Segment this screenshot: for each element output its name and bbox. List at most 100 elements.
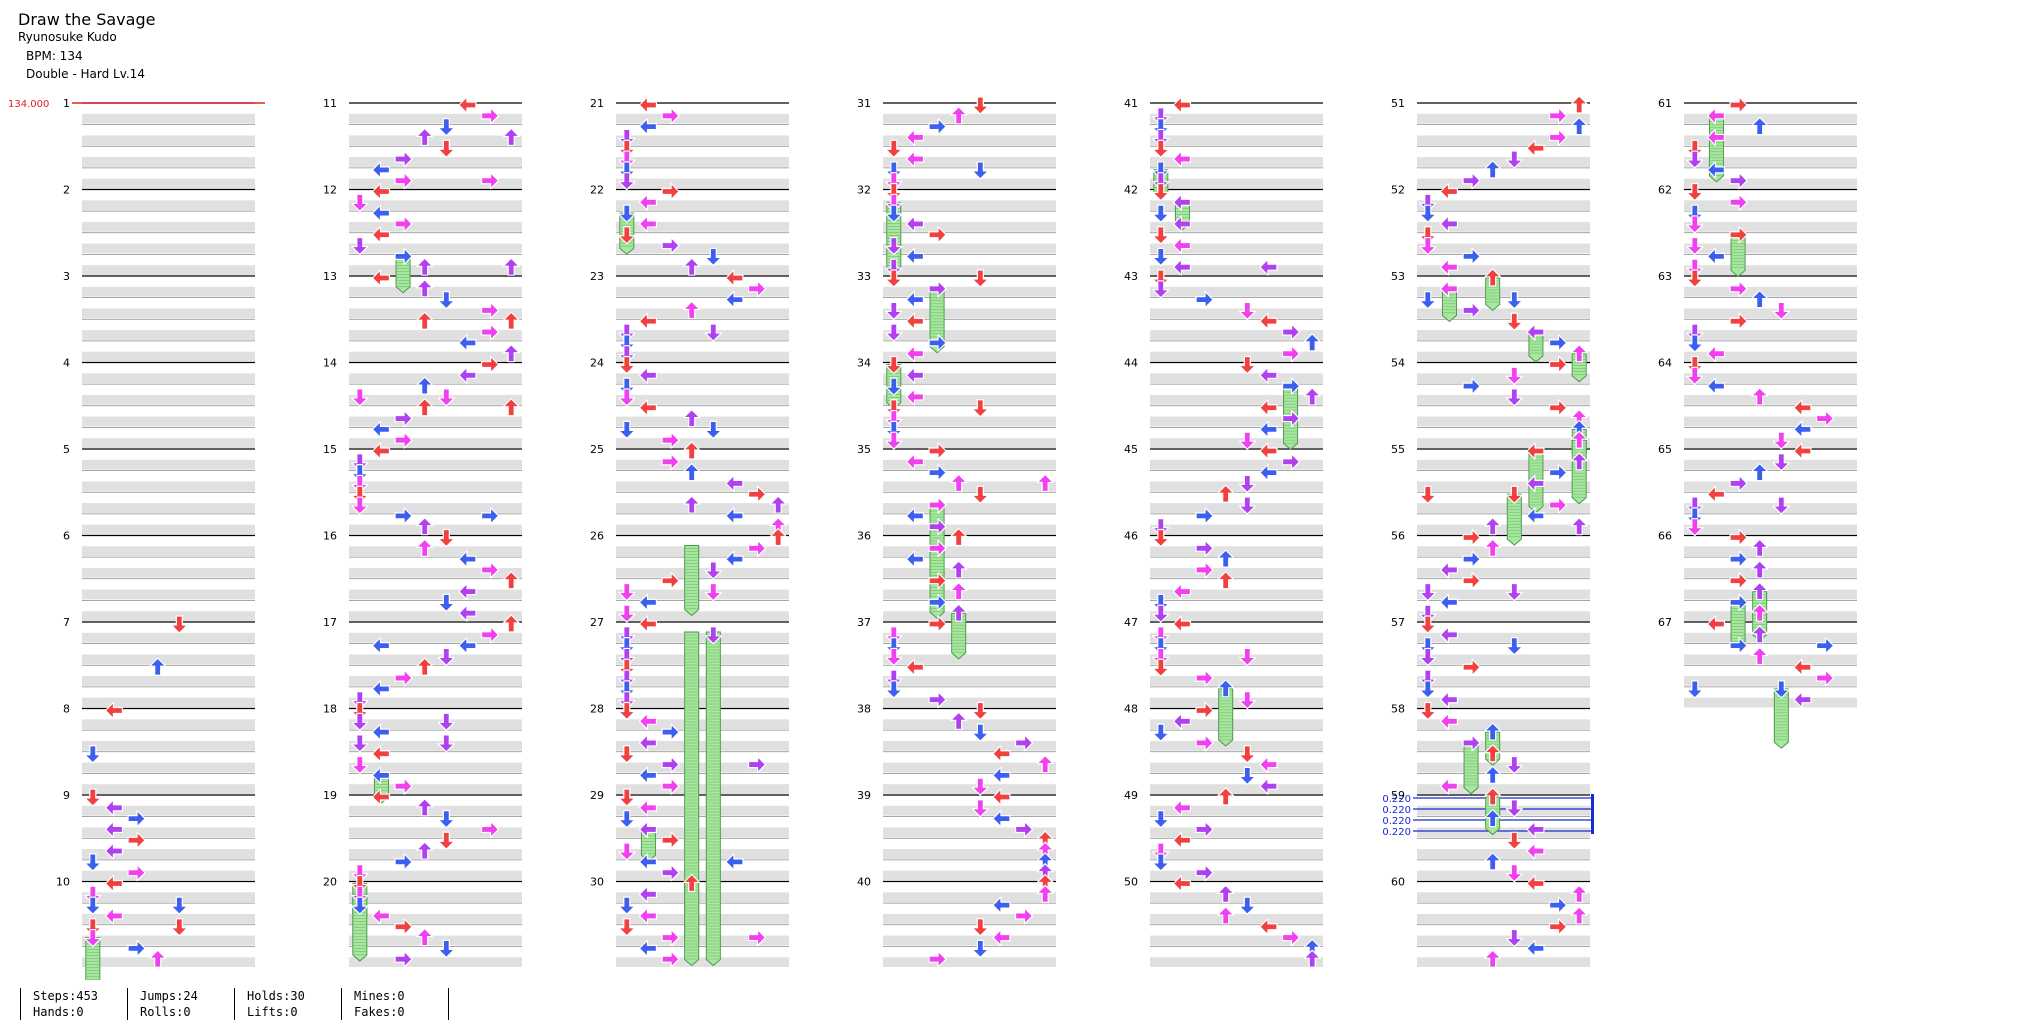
arrow-shape: [1439, 691, 1459, 709]
measure-number: 51: [1391, 97, 1405, 110]
step-arrow: [661, 928, 680, 947]
arrow-shape: [1238, 691, 1256, 710]
arrow-shape: [1152, 161, 1170, 180]
step-arrow: [971, 777, 989, 796]
step-arrow: [371, 680, 391, 698]
arrow-shape: [371, 226, 391, 244]
step-arrow: [1526, 874, 1545, 893]
beat-band: [1417, 957, 1590, 967]
beat-band: [349, 719, 522, 730]
arrow-shape: [1751, 625, 1769, 644]
beat-band: [616, 957, 789, 967]
step-arrow: [992, 810, 1011, 828]
measure: 51: [1391, 97, 1590, 189]
step-arrow: [1793, 658, 1812, 676]
beat-band: [1684, 113, 1857, 124]
arrow-shape: [1686, 680, 1704, 699]
step-arrow: [971, 939, 989, 958]
step-arrow: [638, 366, 658, 384]
beat-band: [1150, 351, 1323, 362]
arrow-shape: [885, 626, 903, 645]
measure-number: 58: [1391, 703, 1405, 716]
arrow-shape: [1772, 680, 1790, 699]
arrow-shape: [885, 637, 903, 656]
beat-band: [82, 373, 255, 384]
arrow-shape: [971, 485, 989, 504]
measure: 47: [1124, 616, 1323, 708]
step-arrow: [437, 831, 455, 850]
step-arrow: [747, 280, 767, 298]
arrow-shape: [1439, 593, 1459, 611]
beat-band: [883, 178, 1056, 189]
arrow-shape: [416, 798, 434, 817]
arrow-shape: [1686, 518, 1704, 537]
step-arrow: [127, 939, 146, 957]
step-arrow: [394, 172, 413, 190]
beat-band: [82, 676, 255, 686]
measure-number: 13: [323, 270, 337, 283]
step-arrow: [458, 96, 477, 114]
hold-note: [684, 631, 700, 967]
arrow-shape: [1419, 647, 1437, 667]
step-arrow: [1484, 809, 1502, 828]
arrow-shape: [1172, 831, 1192, 849]
beat-band: [1150, 438, 1323, 448]
step-arrow: [928, 615, 947, 633]
beat-band: [883, 113, 1056, 124]
arrow-shape: [885, 172, 903, 191]
arrow-shape: [1439, 182, 1459, 201]
measure-number: 56: [1391, 530, 1405, 543]
measure-number: 44: [1124, 357, 1138, 370]
arrow-shape: [885, 139, 903, 158]
arrow-shape: [394, 150, 413, 168]
arrow-shape: [1793, 399, 1812, 417]
arrow-shape: [502, 311, 520, 330]
beat-band: [883, 849, 1056, 859]
arrow-shape: [416, 376, 434, 395]
arrow-shape: [905, 128, 925, 147]
measure-number: 62: [1658, 184, 1672, 197]
beat-band: [1684, 654, 1857, 665]
arrow-shape: [1152, 226, 1170, 245]
arrow-shape: [1484, 949, 1502, 968]
beat-band: [1684, 135, 1857, 146]
step-arrow: [416, 927, 434, 947]
arrow-shape: [104, 842, 124, 860]
arrow-shape: [905, 291, 925, 309]
arrow-shape: [1217, 549, 1235, 568]
arrow-shape: [1172, 236, 1192, 255]
arrow-shape: [416, 257, 434, 276]
arrow-shape: [618, 161, 636, 180]
step-arrow: [683, 441, 701, 460]
arrow-shape: [1152, 107, 1170, 126]
measure-number: 18: [323, 703, 337, 716]
arrow-shape: [1172, 712, 1192, 730]
measure-number: 43: [1124, 270, 1138, 283]
step-arrow: [1751, 646, 1769, 666]
arrow-shape: [950, 473, 968, 493]
step-arrow: [1793, 399, 1812, 417]
beat-band: [883, 805, 1056, 816]
measure-number: 17: [323, 616, 337, 629]
step-arrow: [769, 495, 787, 514]
step-arrow: [480, 323, 500, 341]
arrow-shape: [1706, 107, 1726, 125]
measure: 11: [323, 97, 522, 189]
arrow-shape: [1729, 226, 1748, 244]
measure-number: 41: [1124, 97, 1138, 110]
arrow-shape: [618, 669, 636, 688]
step-arrow: [618, 896, 636, 915]
arrow-shape: [638, 366, 658, 384]
step-arrow: [885, 301, 903, 321]
arrow-shape: [394, 950, 413, 968]
arrow-shape: [1570, 117, 1588, 136]
arrow-shape: [351, 193, 369, 212]
step-arrow: [1419, 226, 1437, 245]
beat-band: [82, 957, 255, 967]
arrow-shape: [618, 658, 636, 677]
step-arrow: [618, 345, 636, 364]
arrow-shape: [1419, 193, 1437, 212]
arrow-shape: [1772, 496, 1790, 515]
measure-number: 32: [857, 184, 871, 197]
hold-note: [1218, 688, 1234, 747]
